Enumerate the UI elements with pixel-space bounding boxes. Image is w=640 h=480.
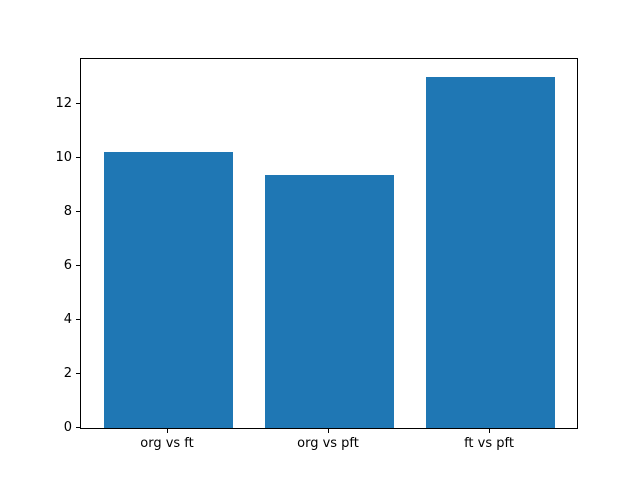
y-tick-label: 12 (55, 96, 72, 111)
y-tick-label: 4 (63, 312, 72, 327)
x-tick-label-org-vs-pft: org vs pft (297, 436, 359, 451)
x-tick-mark (489, 429, 490, 433)
y-tick-label: 8 (63, 204, 72, 219)
y-tick-mark (76, 373, 80, 374)
x-tick-label-ft-vs-pft: ft vs pft (464, 436, 514, 451)
bar-ft-vs-pft (426, 77, 555, 428)
plot-area (80, 58, 578, 429)
x-tick-label-org-vs-ft: org vs ft (140, 436, 194, 451)
y-tick-mark (76, 211, 80, 212)
y-tick-label: 10 (55, 150, 72, 165)
x-tick-mark (328, 429, 329, 433)
y-tick-mark (76, 265, 80, 266)
y-tick-label: 0 (63, 420, 72, 435)
y-tick-mark (76, 427, 80, 428)
bar-org-vs-pft (265, 175, 394, 428)
bar-org-vs-ft (104, 152, 233, 428)
y-tick-label: 2 (63, 366, 72, 381)
y-tick-label: 6 (63, 258, 72, 273)
x-tick-mark (167, 429, 168, 433)
y-tick-mark (76, 103, 80, 104)
y-tick-mark (76, 319, 80, 320)
y-tick-mark (76, 157, 80, 158)
